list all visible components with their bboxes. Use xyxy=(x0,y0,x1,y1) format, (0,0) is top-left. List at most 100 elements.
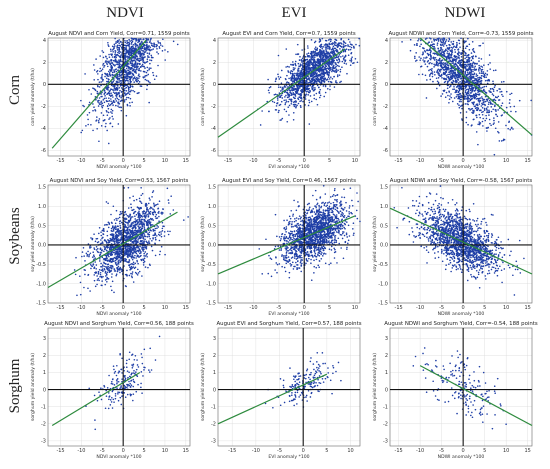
data-point xyxy=(143,226,146,229)
data-point xyxy=(482,72,485,75)
data-point xyxy=(467,123,469,126)
data-point xyxy=(444,42,446,45)
data-point xyxy=(471,90,474,92)
data-point xyxy=(300,70,302,73)
data-point xyxy=(449,44,451,47)
data-point xyxy=(318,86,320,89)
data-point xyxy=(299,65,301,68)
data-point xyxy=(293,85,296,88)
data-point xyxy=(310,52,313,55)
data-point xyxy=(483,64,485,66)
data-point xyxy=(80,99,82,102)
data-point xyxy=(482,125,484,127)
data-point xyxy=(343,62,346,64)
data-point xyxy=(311,74,314,76)
data-point xyxy=(82,104,84,107)
data-point xyxy=(426,37,428,39)
data-point xyxy=(305,66,307,68)
data-point xyxy=(313,58,316,60)
data-point xyxy=(114,50,116,52)
data-point xyxy=(103,262,106,265)
data-point xyxy=(448,86,451,88)
data-point xyxy=(433,43,435,45)
data-point xyxy=(327,68,330,70)
data-point xyxy=(139,55,142,57)
data-point xyxy=(98,97,101,99)
data-point xyxy=(308,54,310,57)
data-point xyxy=(130,46,133,49)
data-point xyxy=(110,221,113,224)
data-point xyxy=(401,41,403,43)
y-tick-label: 2 xyxy=(385,60,388,66)
data-point xyxy=(286,65,289,68)
data-point xyxy=(102,99,105,101)
data-point xyxy=(483,98,486,101)
data-point xyxy=(130,203,132,206)
data-point xyxy=(130,68,133,70)
data-point xyxy=(482,117,485,120)
data-point xyxy=(98,268,101,271)
data-point xyxy=(473,67,476,69)
data-point xyxy=(128,86,130,89)
data-point xyxy=(470,59,473,62)
data-point xyxy=(112,64,115,66)
data-point xyxy=(138,73,140,76)
data-point xyxy=(87,287,89,290)
data-point xyxy=(456,77,459,79)
x-tick-label: -10 xyxy=(249,158,257,164)
data-point xyxy=(415,52,417,54)
data-point xyxy=(306,58,309,61)
data-point xyxy=(471,62,474,65)
data-point xyxy=(106,105,109,107)
data-point xyxy=(292,67,295,69)
data-point xyxy=(297,88,300,90)
data-point xyxy=(459,75,462,78)
scatter-plot-corn-ndvi: August NDVI and Corn Yield, Corr=0.71, 1… xyxy=(30,31,191,170)
data-point xyxy=(333,42,335,45)
data-point xyxy=(115,217,117,220)
y-tick-label: -4 xyxy=(211,126,216,132)
data-point xyxy=(295,73,298,75)
data-point xyxy=(118,59,120,61)
data-point xyxy=(313,51,315,54)
data-point xyxy=(145,48,147,51)
data-point xyxy=(424,51,427,53)
data-point xyxy=(144,266,147,268)
data-point xyxy=(111,45,114,48)
data-point xyxy=(448,77,450,79)
data-point xyxy=(141,63,144,66)
data-point xyxy=(464,96,467,98)
data-point xyxy=(107,70,110,73)
data-point xyxy=(149,38,152,41)
data-point xyxy=(142,53,145,55)
data-point xyxy=(480,65,482,68)
data-point xyxy=(459,80,461,83)
data-point xyxy=(502,139,505,142)
data-point xyxy=(153,78,156,81)
data-point xyxy=(161,230,164,232)
data-point xyxy=(476,116,478,119)
data-point xyxy=(458,54,460,57)
data-point xyxy=(141,47,144,49)
data-point xyxy=(440,41,443,44)
data-point xyxy=(109,122,111,125)
data-point xyxy=(475,55,477,58)
data-point xyxy=(294,97,296,100)
data-point xyxy=(105,278,108,280)
data-point xyxy=(307,94,310,96)
data-point xyxy=(307,85,310,87)
data-point xyxy=(450,93,452,95)
data-point xyxy=(433,45,435,48)
data-point xyxy=(449,73,452,75)
x-tick-label: 5 xyxy=(328,158,331,164)
data-point xyxy=(428,62,430,65)
data-point xyxy=(480,82,483,84)
data-point xyxy=(448,46,451,49)
data-point xyxy=(494,99,497,102)
data-point xyxy=(436,37,439,40)
data-point xyxy=(113,71,116,73)
data-point xyxy=(102,114,105,117)
data-point xyxy=(147,55,149,57)
data-point xyxy=(442,43,444,45)
data-point xyxy=(143,76,146,78)
